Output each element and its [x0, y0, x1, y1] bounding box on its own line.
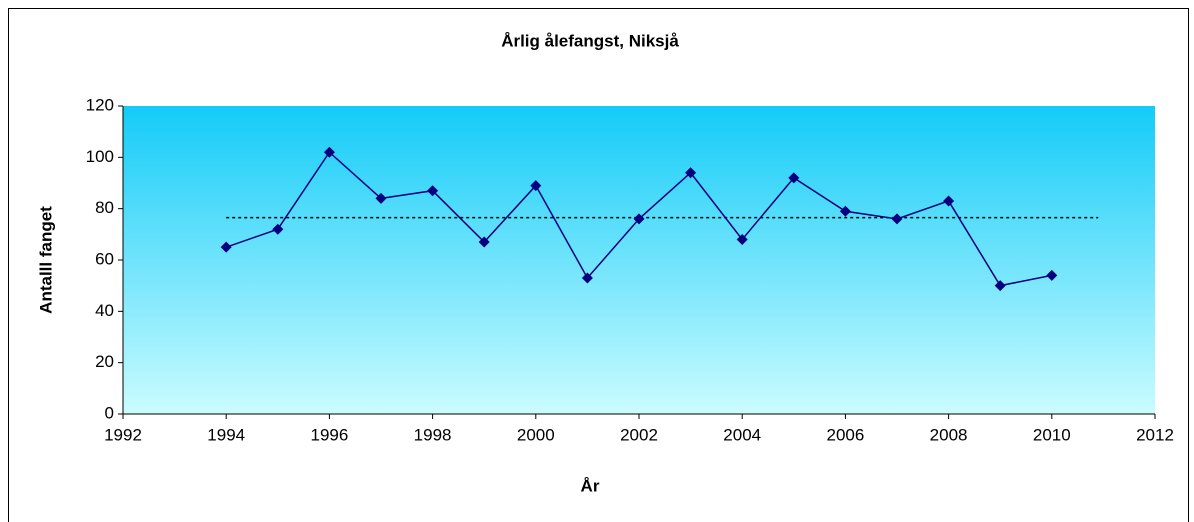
y-tick-label: 0	[105, 403, 114, 422]
data-point	[220, 241, 232, 253]
data-point	[839, 205, 851, 217]
data-point	[685, 167, 697, 179]
x-tick-label: 2000	[517, 425, 555, 444]
y-tick-label: 120	[86, 95, 114, 114]
y-tick-label: 60	[95, 249, 114, 268]
data-point	[994, 280, 1006, 292]
data-point	[788, 172, 800, 184]
data-point	[943, 195, 955, 207]
x-tick-label: 2012	[1136, 425, 1174, 444]
x-tick-label: 2008	[930, 425, 968, 444]
data-point	[375, 192, 387, 204]
data-point	[427, 185, 439, 197]
y-axis-label: Antalll fanget	[36, 206, 55, 314]
data-point	[633, 213, 645, 225]
data-point	[530, 180, 542, 192]
data-point	[1046, 269, 1058, 281]
x-tick-label: 2002	[620, 425, 658, 444]
data-point	[891, 213, 903, 225]
x-tick-label: 1998	[414, 425, 452, 444]
x-tick-label: 2004	[723, 425, 761, 444]
y-tick-label: 100	[86, 147, 114, 166]
x-tick-label: 1992	[104, 425, 142, 444]
x-tick-label: 2010	[1033, 425, 1071, 444]
data-point	[272, 223, 284, 235]
x-tick-label: 1996	[310, 425, 348, 444]
x-tick-label: 2006	[826, 425, 864, 444]
y-tick-label: 80	[95, 198, 114, 217]
y-tick-label: 20	[95, 352, 114, 371]
data-point	[581, 272, 593, 284]
data-point	[323, 146, 335, 158]
y-tick-label: 40	[95, 301, 114, 320]
x-axis-label: År	[581, 476, 600, 495]
x-tick-label: 1994	[207, 425, 245, 444]
chart-title: Årlig ålefangst, Niksjå	[501, 31, 679, 50]
data-point	[736, 233, 748, 245]
plot-area	[123, 106, 1155, 414]
data-point	[478, 236, 490, 248]
